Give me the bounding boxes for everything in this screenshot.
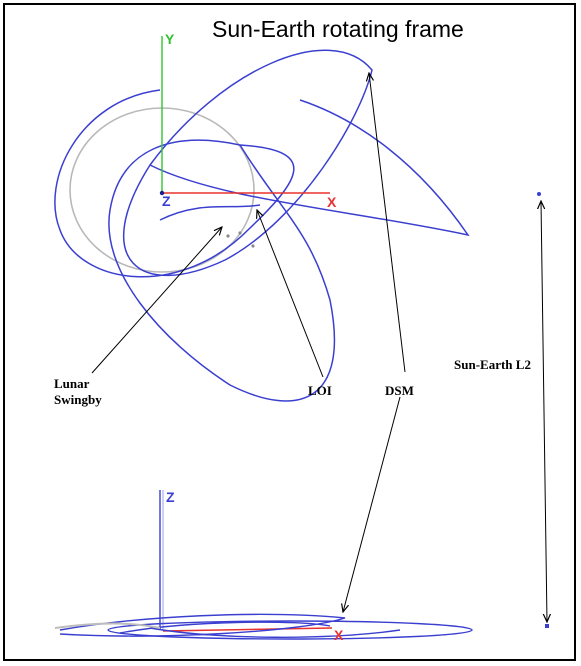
moon-orbit-side: [54, 622, 161, 629]
label-lunar-line2: Swingby: [54, 392, 102, 407]
arrow-loi: [257, 210, 324, 378]
arrow-dsm-top: [369, 73, 406, 373]
figure-frame: [3, 3, 576, 661]
bottom-z-axis-label: Z: [166, 489, 175, 505]
earth-origin: [159, 190, 165, 196]
label-loi: LOI: [308, 383, 332, 398]
moon-dot-3: [251, 244, 255, 248]
arrow-l2: [541, 201, 547, 622]
annotation-arrows: [91, 73, 547, 622]
bottom-x-axis-label: X: [334, 627, 344, 643]
arrow-dsm-bottom: [343, 396, 401, 612]
label-lunar-line1: Lunar: [54, 376, 90, 391]
label-lunar-swingby: Lunar Swingby: [54, 376, 102, 408]
l2-point-top: [537, 192, 541, 196]
top-z-axis-label: Z: [162, 193, 171, 209]
bottom-x-axis: [162, 627, 333, 632]
arrow-lunar-swingby: [91, 227, 222, 374]
label-sun-earth-l2: Sun-Earth L2: [454, 357, 531, 372]
l2-point-bottom: [545, 624, 549, 628]
top-y-axis-label: Y: [165, 31, 175, 47]
label-dsm: DSM: [385, 383, 414, 398]
moon-dot-2: [238, 231, 242, 235]
moon-dot-1: [226, 234, 230, 238]
figure-title: Sun-Earth rotating frame: [212, 16, 464, 42]
trajectory-side-view: [59, 613, 473, 640]
top-x-axis-label: X: [327, 194, 337, 210]
trajectory-top-view: [54, 49, 470, 402]
